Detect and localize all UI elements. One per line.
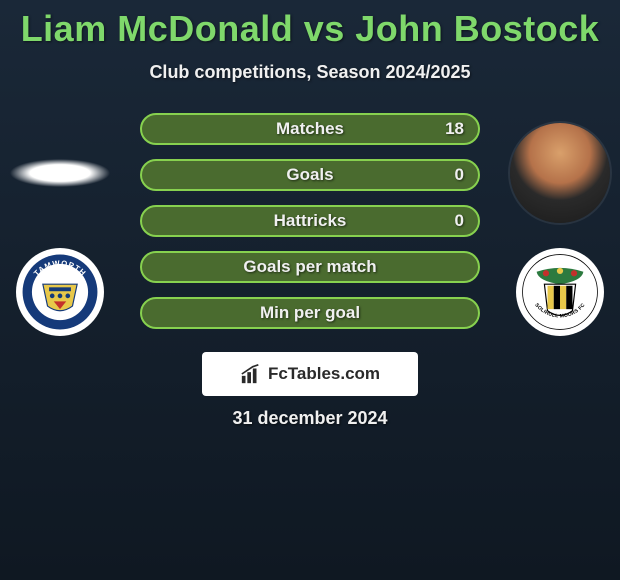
comparison-title: Liam McDonald vs John Bostock	[0, 0, 620, 50]
solihull-crest-icon: SOLIHULL MOORS FC	[521, 253, 599, 331]
stat-label: Matches	[276, 119, 344, 139]
stat-value-right: 0	[455, 211, 464, 231]
stat-bar-goals: Goals 0	[140, 159, 480, 191]
comparison-panel: TAMWORTH FOOTBALL CLUB SOLIHULL MOORS FC…	[0, 113, 620, 373]
stat-bar-matches: Matches 18	[140, 113, 480, 145]
stat-bar-hattricks: Hattricks 0	[140, 205, 480, 237]
stat-label: Min per goal	[260, 303, 360, 323]
stat-label: Hattricks	[274, 211, 347, 231]
stat-bar-min-per-goal: Min per goal	[140, 297, 480, 329]
brand-box: FcTables.com	[202, 352, 418, 396]
club-crest-right: SOLIHULL MOORS FC	[516, 248, 604, 336]
comparison-subtitle: Club competitions, Season 2024/2025	[0, 62, 620, 83]
stat-label: Goals per match	[243, 257, 376, 277]
club-crest-left: TAMWORTH FOOTBALL CLUB	[16, 248, 104, 336]
player-photo-left	[10, 123, 110, 223]
tamworth-crest-icon: TAMWORTH FOOTBALL CLUB	[21, 253, 99, 331]
footer-date: 31 december 2024	[0, 408, 620, 429]
stat-value-right: 18	[445, 119, 464, 139]
bar-chart-icon	[240, 363, 262, 385]
player-photo-right	[510, 123, 610, 223]
stat-bar-goals-per-match: Goals per match	[140, 251, 480, 283]
stat-label: Goals	[286, 165, 333, 185]
stat-bars: Matches 18 Goals 0 Hattricks 0 Goals per…	[140, 113, 480, 343]
stat-value-right: 0	[455, 165, 464, 185]
brand-text: FcTables.com	[268, 364, 380, 384]
